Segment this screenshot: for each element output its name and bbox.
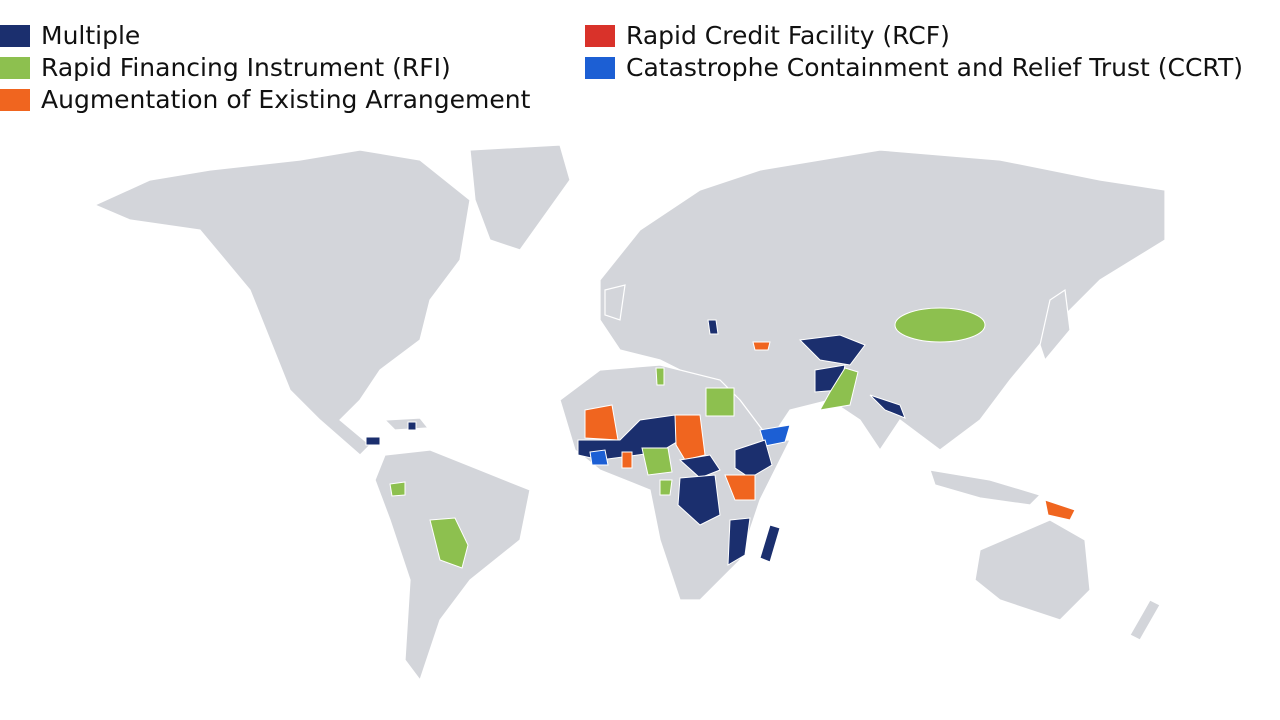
country (659, 479, 673, 496)
country (705, 387, 735, 417)
legend-swatch (0, 57, 30, 79)
legend-swatch (0, 89, 30, 111)
country (584, 404, 619, 441)
legend-label: Multiple (41, 21, 140, 50)
country (589, 449, 609, 466)
north-america (93, 149, 471, 456)
legend-swatch (585, 25, 615, 47)
uk (604, 284, 626, 321)
country (407, 421, 417, 431)
country (734, 439, 773, 479)
legend: Multiple Rapid Financing Instrument (RFI)… (0, 21, 1243, 114)
country (1044, 499, 1076, 521)
land (93, 144, 1166, 682)
legend-swatch (585, 57, 615, 79)
legend-label: Catastrophe Containment and Relief Trust… (626, 53, 1243, 82)
country (752, 341, 771, 351)
legend-label: Rapid Credit Facility (RCF) (626, 21, 950, 50)
country (894, 307, 986, 343)
country (621, 451, 633, 469)
greenland (469, 144, 571, 251)
country (707, 319, 719, 335)
country (869, 394, 906, 419)
japan (1039, 288, 1071, 362)
legend-swatch (0, 25, 30, 47)
country (678, 454, 721, 479)
country (365, 436, 381, 446)
legend-label: Rapid Financing Instrument (RFI) (41, 53, 451, 82)
caribbean (383, 417, 430, 431)
new-zealand (1129, 599, 1161, 641)
country (759, 524, 781, 563)
country (389, 481, 406, 497)
country (429, 517, 469, 569)
legend-label: Augmentation of Existing Arrangement (41, 85, 531, 114)
country (641, 447, 673, 476)
highlighted-countries (365, 307, 1076, 569)
australia (974, 519, 1091, 621)
country (655, 367, 665, 386)
country (727, 517, 751, 566)
country (677, 474, 721, 526)
indonesia (929, 469, 1042, 506)
country (798, 334, 866, 366)
country (819, 367, 859, 411)
country (724, 474, 756, 501)
